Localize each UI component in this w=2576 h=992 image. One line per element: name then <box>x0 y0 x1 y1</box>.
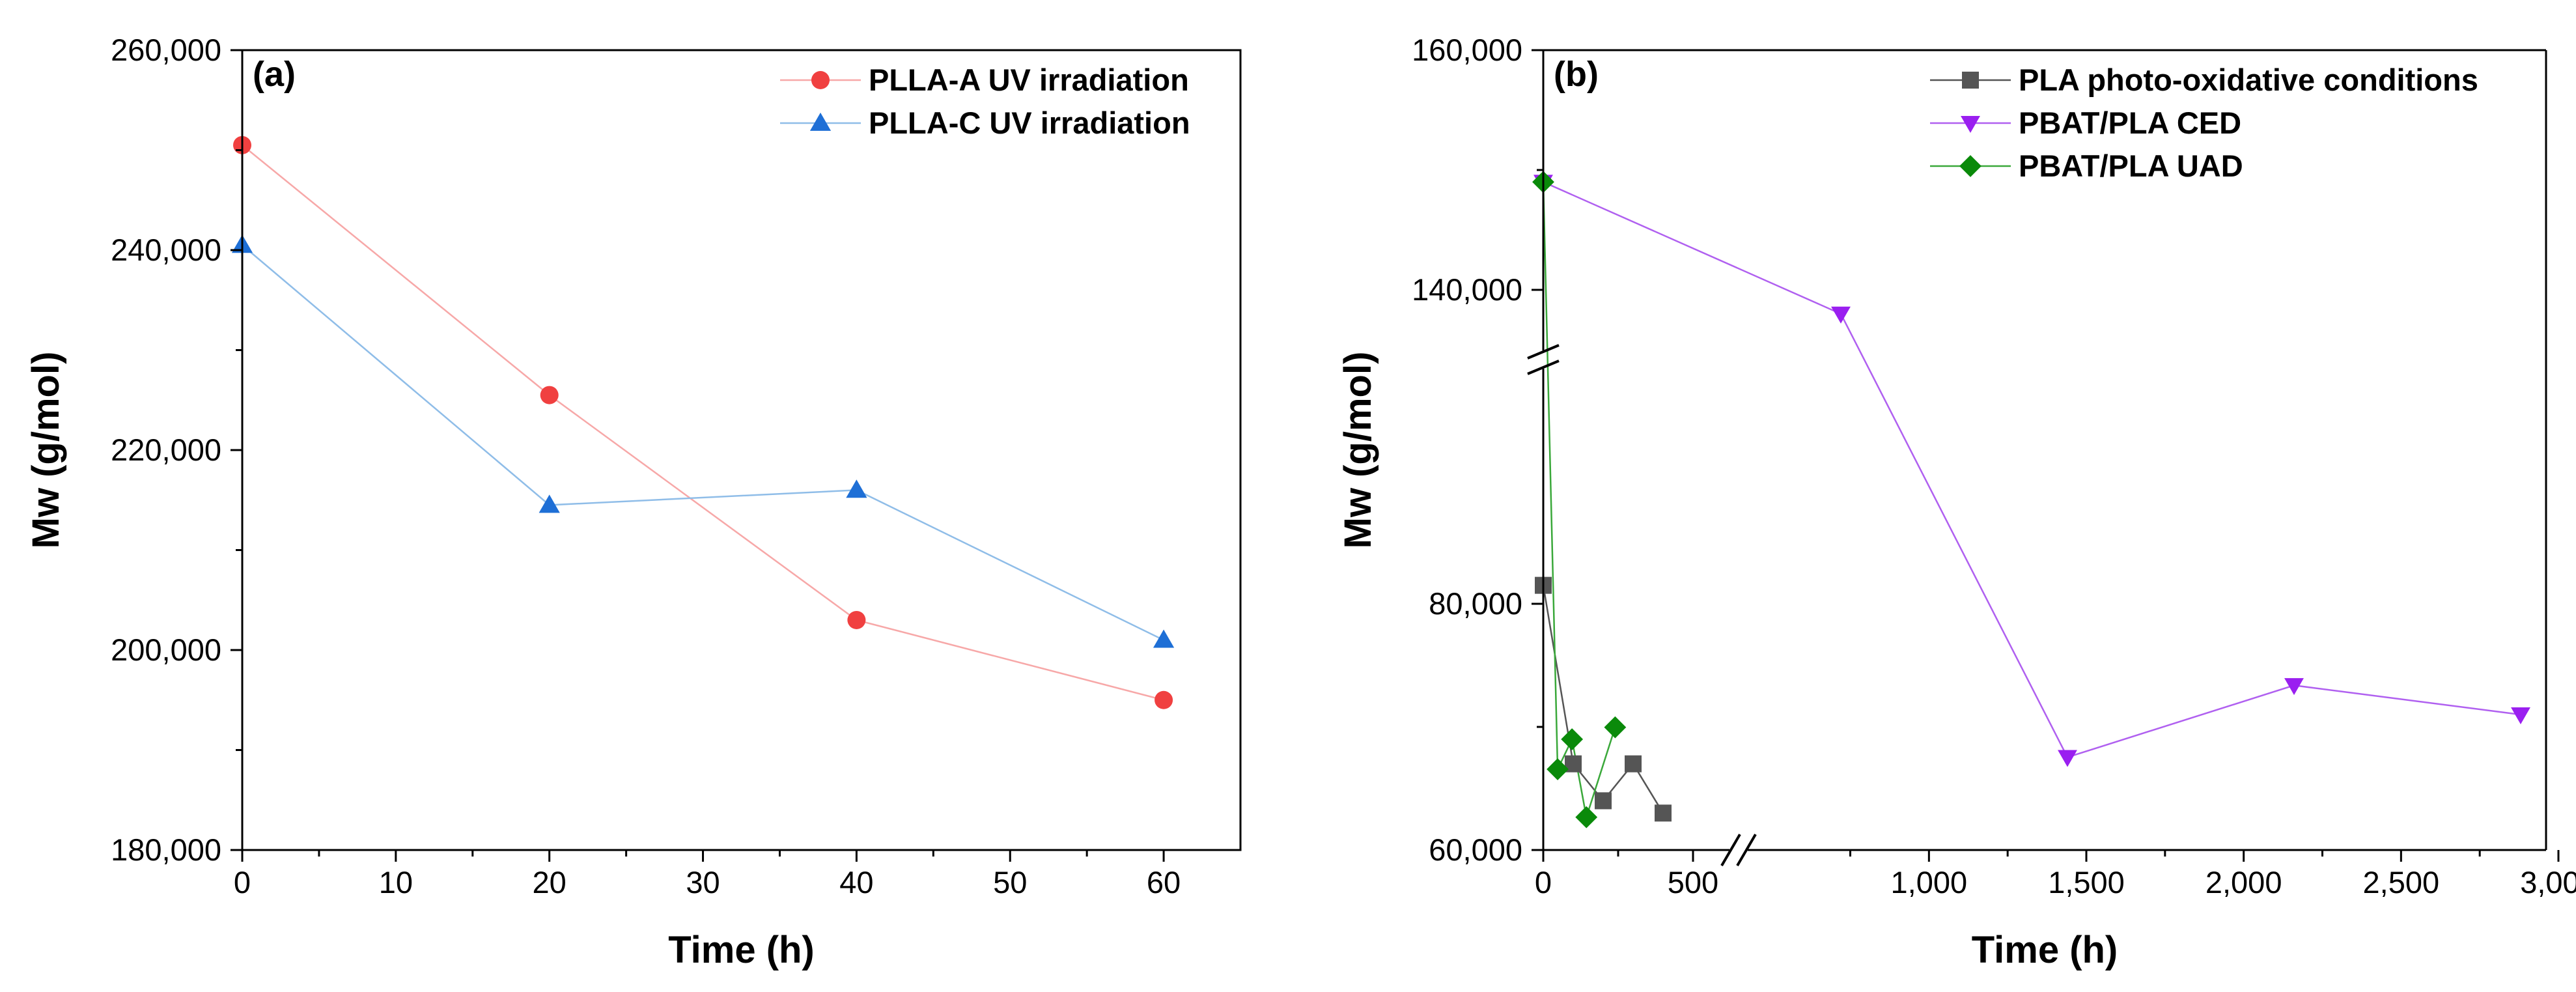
x-tick-label: 1,500 <box>2048 865 2125 900</box>
legend-label: PBAT/PLA UAD <box>2019 149 2243 183</box>
axis-break-marks <box>1527 344 1757 867</box>
y-tick-label: 200,000 <box>111 632 221 667</box>
x-tick-label: 30 <box>686 865 720 900</box>
x-tick-label: 0 <box>1535 865 1552 900</box>
y-axis-ticks: 180,000 200,000 220,000 240,000 260,000 <box>111 33 242 867</box>
y-tick-label: 240,000 <box>111 233 221 267</box>
data-point-plla-c-uv-irradiation <box>846 479 867 498</box>
legend-marker <box>809 112 832 131</box>
legend-marker <box>1962 72 1979 89</box>
y-axis-break-mark <box>1527 360 1560 375</box>
data-point-pbat-pla-uad <box>1575 806 1598 829</box>
x-axis-title: Time (h) <box>1972 929 2118 971</box>
y-axis-title: Mw (g/mol) <box>1337 352 1379 549</box>
x-tick-label: 2,500 <box>2363 865 2440 900</box>
x-tick-label: 0 <box>234 865 251 900</box>
data-point-pbat-pla-uad <box>1547 758 1569 780</box>
x-tick-label: 2,000 <box>2205 865 2282 900</box>
series-lines <box>1542 181 2521 817</box>
legend-marker <box>811 71 830 89</box>
series-line-pla-photo-oxidative-conditions <box>1542 585 1664 814</box>
x-axis-ticks: 0 10 20 30 40 50 60 <box>234 850 1181 900</box>
x-tick-label: 10 <box>379 865 413 900</box>
y-axis-break-mark <box>1527 344 1560 360</box>
plot-frame <box>1542 49 2547 851</box>
y-axis-title: Mw (g/mol) <box>25 352 67 549</box>
x-tick-label: 50 <box>993 865 1027 900</box>
data-point-pla-photo-oxidative-conditions <box>1655 804 1672 822</box>
legend-marker <box>1961 115 1980 133</box>
series-lines <box>242 144 1164 701</box>
data-point-pbat-pla-uad <box>1561 728 1584 750</box>
y-tick-label: 260,000 <box>111 33 221 67</box>
data-point-pbat-pla-ced <box>2058 750 2077 767</box>
series-markers <box>231 135 1175 709</box>
plot-frame <box>241 49 1242 851</box>
x-tick-label: 20 <box>533 865 567 900</box>
data-point-pbat-pla-ced <box>1831 306 1851 324</box>
data-point-pbat-pla-ced <box>2284 678 2304 696</box>
y-tick-label: 140,000 <box>1412 272 1522 307</box>
data-point-plla-a-uv-irradiation <box>1155 690 1173 709</box>
x-axis-break-mark <box>1736 833 1757 867</box>
y-tick-label: 180,000 <box>111 832 221 867</box>
series-line-pbat-pla-ced <box>1543 181 2521 759</box>
legend-marker <box>1959 155 1981 177</box>
x-axis-break-mark <box>1720 833 1741 867</box>
x-tick-label: 500 <box>1668 865 1718 900</box>
x-tick-label: 1,000 <box>1891 865 1968 900</box>
data-point-pbat-pla-ced <box>2511 707 2530 725</box>
panel-label: (a) <box>253 55 296 94</box>
data-point-plla-c-uv-irradiation <box>539 494 560 513</box>
data-point-plla-a-uv-irradiation <box>847 610 866 629</box>
legend: PLA photo-oxidative conditions PBAT/PLA C… <box>1930 63 2478 183</box>
legend-label: PLLA-C UV irradiation <box>869 106 1190 140</box>
data-point-plla-c-uv-irradiation <box>1153 629 1175 648</box>
x-tick-label: 60 <box>1147 865 1181 900</box>
x-axis-title: Time (h) <box>668 929 815 971</box>
chart-panel-b: 0 500 1,000 1,500 2,000 2,500 3,000 60,000 80,0… <box>1337 33 2576 971</box>
y-tick-label: 220,000 <box>111 432 221 467</box>
y-tick-label: 60,000 <box>1429 832 1522 867</box>
x-axis-ticks: 0 500 1,000 1,500 2,000 2,500 3,000 <box>1535 850 2576 900</box>
x-tick-label: 40 <box>839 865 873 900</box>
y-tick-label: 160,000 <box>1412 33 1522 67</box>
panel-label: (b) <box>1554 55 1599 94</box>
series-markers <box>1532 171 2530 829</box>
chart-panel-a: 0 10 20 30 40 50 60 180,000 200,000 220,000 240,0… <box>25 33 1242 971</box>
series-line-plla-a-uv-irradiation <box>242 144 1164 701</box>
legend-label: PBAT/PLA CED <box>2019 106 2241 140</box>
y-axis-ticks: 60,000 80,000 140,000 160,000 <box>1412 33 1543 867</box>
y-tick-label: 80,000 <box>1429 586 1522 621</box>
data-point-pla-photo-oxidative-conditions <box>1625 755 1642 772</box>
data-point-pla-photo-oxidative-conditions <box>1595 792 1612 810</box>
data-point-plla-a-uv-irradiation <box>540 386 559 404</box>
series-line-plla-c-uv-irradiation <box>242 244 1164 641</box>
legend: PLLA-A UV irradiation PLLA-C UV irradiati… <box>780 63 1190 140</box>
series-line-pbat-pla-uad <box>1542 182 1616 817</box>
legend-label: PLLA-A UV irradiation <box>869 63 1189 97</box>
legend-label: PLA photo-oxidative conditions <box>2019 63 2478 97</box>
x-tick-label: 3,000 <box>2520 865 2576 900</box>
data-point-pbat-pla-uad <box>1604 716 1627 739</box>
